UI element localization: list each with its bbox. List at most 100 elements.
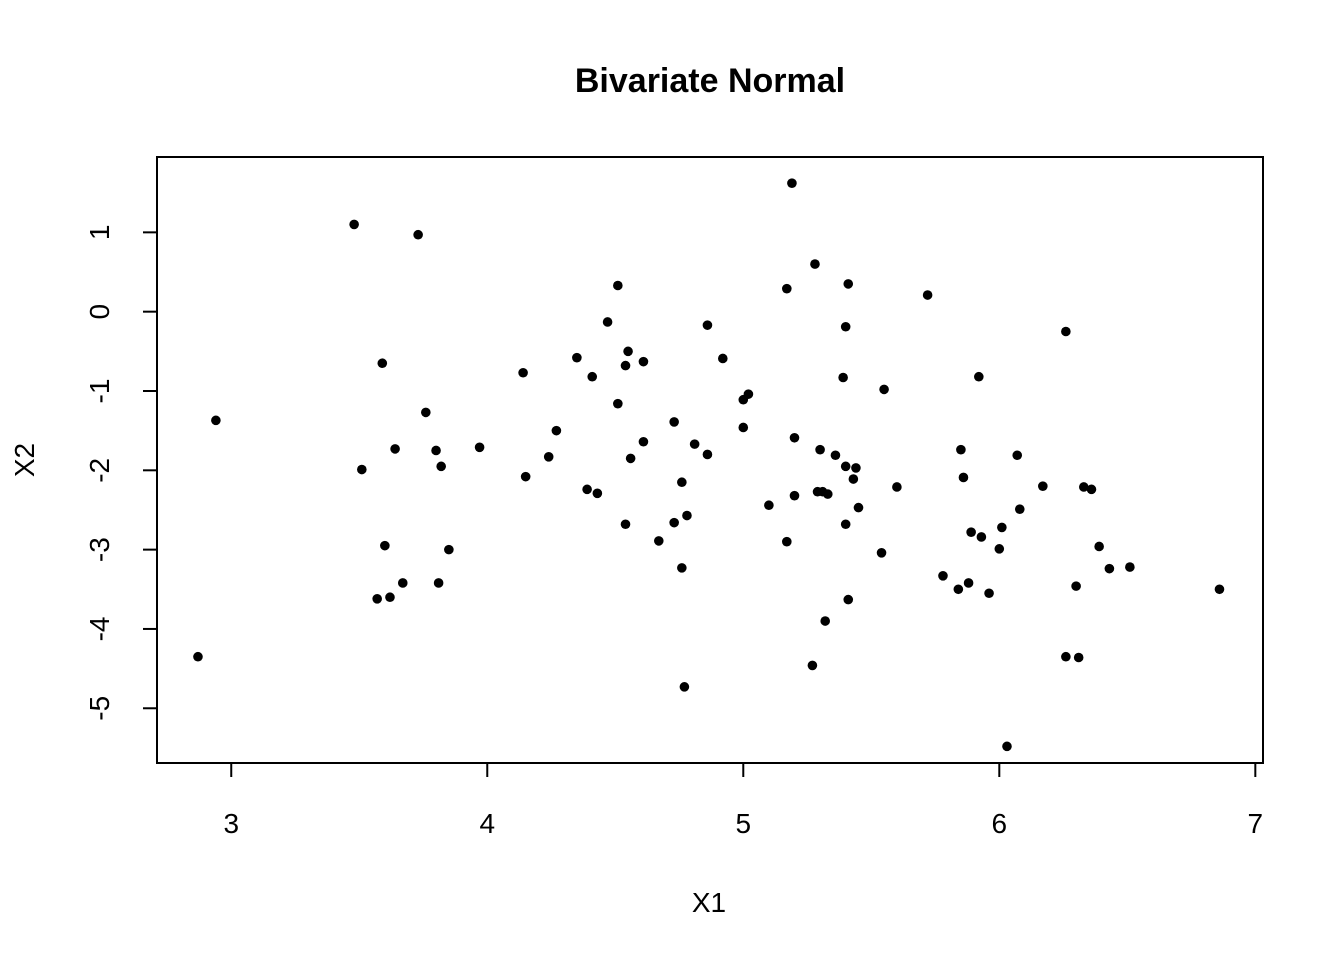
y-tick-label: -3 — [84, 537, 115, 562]
data-point — [994, 544, 1005, 554]
data-point — [1214, 584, 1225, 595]
data-point — [807, 660, 818, 671]
data-point — [193, 651, 203, 662]
x-tick-label: 3 — [223, 808, 239, 839]
data-point — [349, 219, 359, 230]
data-point — [1061, 651, 1071, 662]
chart-title: Bivariate Normal — [575, 62, 845, 100]
data-point — [782, 283, 792, 294]
data-point — [974, 371, 984, 382]
y-tick-label: 1 — [84, 225, 115, 241]
data-point — [543, 452, 554, 462]
data-point — [397, 578, 408, 588]
data-point — [385, 592, 395, 603]
data-point — [638, 356, 649, 367]
x-tick-label: 7 — [1248, 808, 1264, 839]
y-axis: 1 0 -1 -2 -3 -4 -5 — [84, 225, 158, 721]
data-point — [879, 384, 889, 395]
data-point — [984, 588, 994, 599]
data-point — [1038, 481, 1048, 491]
x-axis: 3 4 5 6 7 — [223, 762, 1264, 839]
plot-frame — [156, 156, 1264, 764]
data-point — [966, 527, 976, 537]
data-point — [810, 259, 820, 269]
data-point — [431, 445, 441, 456]
data-point — [922, 290, 933, 300]
data-point — [702, 320, 713, 330]
data-point — [421, 407, 431, 418]
data-point — [1071, 581, 1081, 591]
y-axis-label: X2 — [9, 443, 40, 477]
data-point — [843, 279, 854, 289]
data-point — [582, 484, 592, 495]
data-point — [848, 474, 859, 484]
x-tick-label: 5 — [735, 808, 751, 839]
data-point — [963, 578, 974, 588]
data-point — [390, 444, 400, 454]
data-point — [413, 229, 423, 240]
data-point — [830, 450, 841, 461]
data-point — [1078, 482, 1089, 492]
data-point — [520, 471, 531, 482]
y-tick-label: -4 — [84, 616, 115, 641]
data-point — [380, 540, 390, 551]
data-point — [1086, 484, 1097, 495]
data-point — [840, 321, 851, 332]
data-point — [592, 488, 603, 499]
data-points — [193, 178, 1225, 752]
data-point — [689, 439, 700, 449]
data-point — [602, 317, 613, 327]
data-point — [892, 482, 902, 492]
data-point — [840, 519, 851, 530]
data-point — [669, 517, 679, 528]
data-point — [1012, 450, 1023, 461]
data-point — [377, 358, 388, 369]
data-point — [638, 436, 649, 447]
data-point — [677, 563, 687, 573]
data-point — [653, 536, 664, 546]
data-point — [436, 461, 446, 472]
data-point — [572, 352, 582, 363]
data-point — [843, 594, 854, 605]
data-point — [822, 489, 833, 499]
data-point — [551, 425, 562, 436]
data-point — [938, 571, 948, 581]
y-tick-label: -2 — [84, 458, 115, 483]
data-point — [789, 432, 800, 443]
data-point — [976, 532, 987, 542]
data-point — [623, 346, 633, 357]
data-point — [613, 398, 623, 409]
data-point — [1104, 563, 1115, 574]
data-point — [851, 463, 861, 473]
data-point — [838, 372, 848, 383]
data-point — [702, 449, 713, 460]
data-point — [1061, 326, 1071, 337]
data-point — [743, 389, 754, 399]
data-point — [997, 522, 1007, 533]
x-tick-label: 6 — [992, 808, 1008, 839]
data-point — [211, 415, 221, 426]
data-point — [764, 500, 774, 511]
data-point — [876, 548, 887, 558]
data-point — [1125, 562, 1135, 572]
data-point — [677, 477, 687, 488]
data-point — [357, 464, 367, 475]
data-point — [669, 417, 679, 427]
data-point — [444, 544, 454, 555]
data-point — [679, 682, 690, 692]
data-point — [518, 367, 528, 378]
data-point — [372, 594, 382, 604]
data-point — [815, 444, 825, 455]
data-point — [474, 442, 485, 453]
data-point — [789, 490, 800, 501]
data-point — [1014, 504, 1025, 514]
data-point — [958, 472, 969, 483]
y-tick-label: -5 — [84, 696, 115, 721]
data-point — [840, 461, 851, 472]
data-point — [625, 453, 636, 464]
y-tick-label: 0 — [84, 304, 115, 320]
data-point — [853, 502, 864, 513]
data-point — [620, 360, 631, 371]
x-tick-label: 4 — [479, 808, 495, 839]
